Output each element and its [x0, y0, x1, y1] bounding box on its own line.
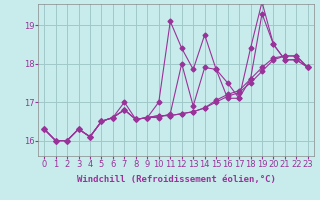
X-axis label: Windchill (Refroidissement éolien,°C): Windchill (Refroidissement éolien,°C)	[76, 175, 276, 184]
